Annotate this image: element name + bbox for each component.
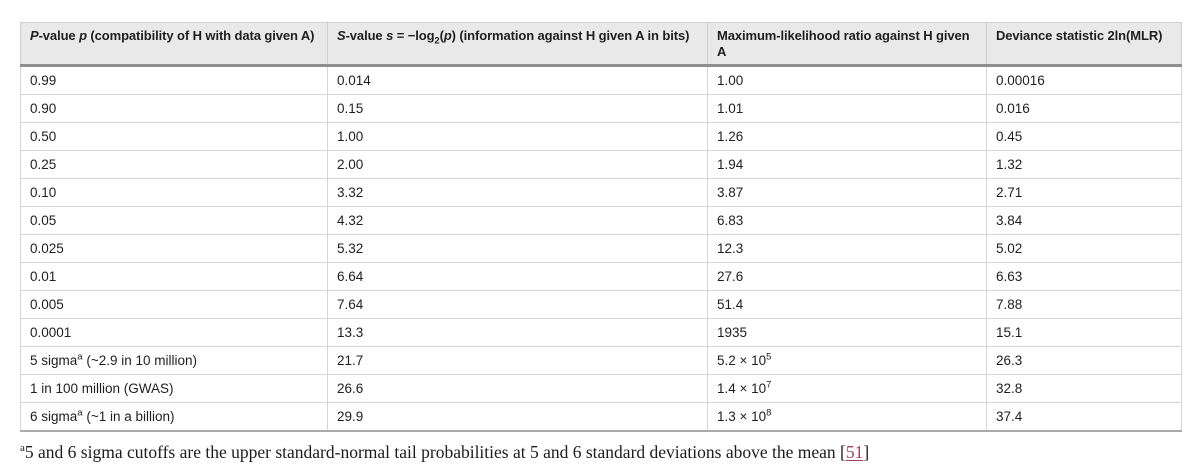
italic-variable: p	[443, 28, 452, 43]
table-cell: 12.3	[707, 234, 987, 263]
table-cell: 7.64	[327, 290, 708, 319]
italic-variable: s	[386, 28, 394, 43]
table-cell: 21.7	[327, 346, 708, 375]
table-cell: 0.50	[20, 122, 328, 151]
column-header-s-value: S-value s = −log2(p) (information agains…	[327, 22, 708, 67]
table-cell: 0.01	[20, 262, 328, 291]
table-cell: 0.10	[20, 178, 328, 207]
table-body: 0.99 0.014 1.00 0.00016 0.90 0.15 1.01 0.016 0.5…	[20, 65, 1182, 432]
table-cell: 1.94	[707, 150, 987, 179]
table-cell: 1.3 × 108	[707, 402, 987, 432]
table-cell: 2.00	[327, 150, 708, 179]
citation-link[interactable]: 51	[845, 442, 864, 462]
table-cell: 6.83	[707, 206, 987, 235]
table-cell: 29.9	[327, 402, 708, 432]
column-header-deviance-statistic: Deviance statistic 2ln(MLR)	[986, 22, 1182, 67]
table-cell: 0.00016	[986, 65, 1182, 95]
italic-variable: P	[30, 28, 39, 43]
table-cell: 0.014	[327, 65, 708, 95]
table-row: 0.25 2.00 1.94 1.32	[20, 150, 1182, 179]
table-row: 1 in 100 million (GWAS) 26.6 1.4 × 107 32.8	[20, 374, 1182, 403]
table-cell: 3.32	[327, 178, 708, 207]
table-cell: 4.32	[327, 206, 708, 235]
table-cell: 0.05	[20, 206, 328, 235]
table-cell: 6.63	[986, 262, 1182, 291]
table-cell: 15.1	[986, 318, 1182, 347]
table-row: 0.50 1.00 1.26 0.45	[20, 122, 1182, 151]
table-row: 0.05 4.32 6.83 3.84	[20, 206, 1182, 235]
table-cell: 1.00	[327, 122, 708, 151]
superscript: 8	[766, 407, 772, 419]
table-cell: 0.90	[20, 94, 328, 123]
table-cell: 1.4 × 107	[707, 374, 987, 403]
column-header-p-value: P-value p (compatibility of H with data …	[20, 22, 328, 67]
table-cell: 0.45	[986, 122, 1182, 151]
table-row: 0.005 7.64 51.4 7.88	[20, 290, 1182, 319]
table-cell: 1.00	[707, 65, 987, 95]
table-cell: 0.005	[20, 290, 328, 319]
table-cell: 26.6	[327, 374, 708, 403]
table-row: 0.0001 13.3 1935 15.1	[20, 318, 1182, 347]
table-cell: 7.88	[986, 290, 1182, 319]
table-cell: 0.25	[20, 150, 328, 179]
superscript: 7	[766, 379, 772, 391]
table-cell: 27.6	[707, 262, 987, 291]
table-cell: 1.01	[707, 94, 987, 123]
table-cell: 37.4	[986, 402, 1182, 432]
table-cell: 1935	[707, 318, 987, 347]
table-row: 6 sigmaa (~1 in a billion) 29.9 1.3 × 108 3…	[20, 402, 1182, 432]
table-header: P-value p (compatibility of H with data …	[20, 22, 1182, 67]
table-cell: 13.3	[327, 318, 708, 347]
table-cell: 0.15	[327, 94, 708, 123]
table-row: 0.025 5.32 12.3 5.02	[20, 234, 1182, 263]
column-header-max-likelihood-ratio: Maximum-likelihood ratio against H given…	[707, 22, 987, 67]
table-cell: 0.99	[20, 65, 328, 95]
table-cell: 51.4	[707, 290, 987, 319]
table-cell: 5.32	[327, 234, 708, 263]
table-row: 0.10 3.32 3.87 2.71	[20, 178, 1182, 207]
table-cell: 5.02	[986, 234, 1182, 263]
table-cell: 5.2 × 105	[707, 346, 987, 375]
footnote: a5 and 6 sigma cutoffs are the upper sta…	[20, 442, 870, 462]
table-cell: 6.64	[327, 262, 708, 291]
superscript: a	[77, 407, 83, 419]
table-row: 0.01 6.64 27.6 6.63	[20, 262, 1182, 291]
table-row: 0.99 0.014 1.00 0.00016	[20, 65, 1182, 95]
table-cell: 32.8	[986, 374, 1182, 403]
table-cell: 26.3	[986, 346, 1182, 375]
table-row: 5 sigmaa (~2.9 in 10 million) 21.7 5.2 × 1…	[20, 346, 1182, 375]
table-cell: 2.71	[986, 178, 1182, 207]
table-cell: 0.016	[986, 94, 1182, 123]
statistics-table: P-value p (compatibility of H with data …	[20, 22, 1182, 432]
table-cell: 1.26	[707, 122, 987, 151]
table-cell: 3.87	[707, 178, 987, 207]
superscript: a	[20, 442, 25, 455]
superscript: a	[77, 351, 83, 363]
table-cell: 0.025	[20, 234, 328, 263]
table-cell: 6 sigmaa (~1 in a billion)	[20, 402, 328, 432]
table-row: 0.90 0.15 1.01 0.016	[20, 94, 1182, 123]
subscript: 2	[434, 35, 440, 47]
table-cell: 3.84	[986, 206, 1182, 235]
italic-variable: S	[337, 28, 346, 43]
table-cell: 1.32	[986, 150, 1182, 179]
superscript: 5	[766, 351, 772, 363]
header-row: P-value p (compatibility of H with data …	[20, 22, 1182, 67]
table-cell: 1 in 100 million (GWAS)	[20, 374, 328, 403]
table-cell: 0.0001	[20, 318, 328, 347]
table-cell: 5 sigmaa (~2.9 in 10 million)	[20, 346, 328, 375]
italic-variable: p	[79, 28, 87, 43]
